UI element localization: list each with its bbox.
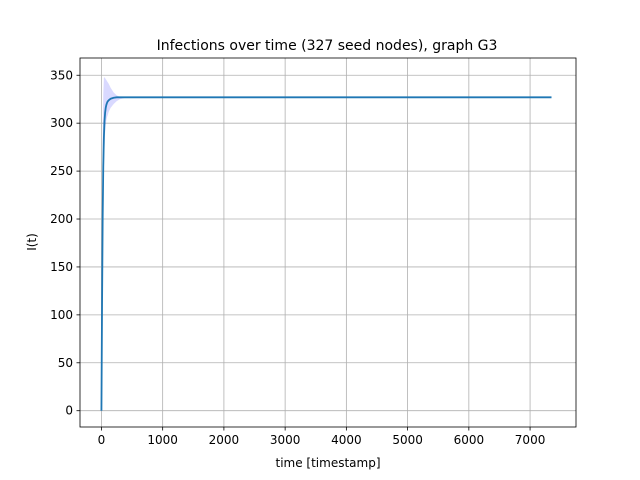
uncertainty-band [101,77,552,411]
y-tick-label: 200 [50,212,73,226]
x-tick-label: 4000 [331,433,362,447]
y-tick-label: 150 [50,260,73,274]
x-tick-label: 7000 [515,433,546,447]
y-tick-label: 250 [50,164,73,178]
series-line [100,96,552,411]
x-tick-label: 1000 [147,433,178,447]
y-tick-label: 100 [50,308,73,322]
x-tick-label: 3000 [270,433,301,447]
x-tick-label: 6000 [454,433,485,447]
infections-line [100,96,552,411]
grid [80,58,576,427]
y-tick-label: 350 [50,68,73,82]
x-tick-label: 2000 [209,433,240,447]
x-tick-label: 0 [98,433,106,447]
y-tick-label: 50 [58,356,73,370]
y-axis-label: I(t) [25,233,39,251]
y-tick-label: 300 [50,116,73,130]
plot-frame [79,57,577,428]
y-axis: 0 50 100 150 200 250 300 350 [50,68,80,418]
x-axis: 0 1000 2000 3000 4000 5000 6000 7000 [98,427,546,447]
chart-title: Infections over time (327 seed nodes), g… [157,38,498,54]
x-tick-label: 5000 [392,433,423,447]
y-tick-label: 0 [65,404,73,418]
confidence-band [101,77,552,411]
x-axis-label: time [timestamp] [275,456,380,470]
